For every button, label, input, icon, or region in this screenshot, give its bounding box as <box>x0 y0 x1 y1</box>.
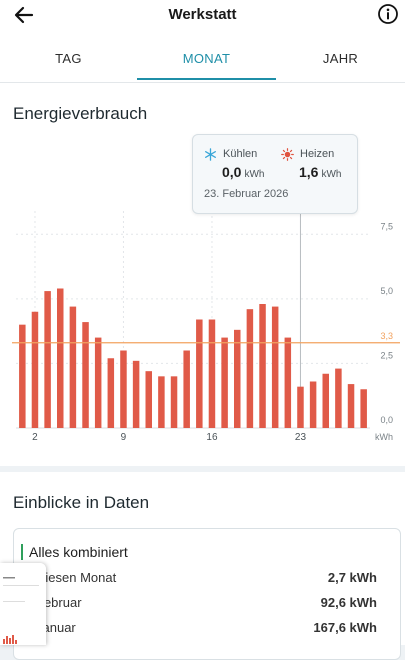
x-tick-label: 23 <box>295 432 307 443</box>
chart-bar <box>322 373 329 428</box>
chart-bar <box>183 350 190 428</box>
row-value-february: 92,6 kWh <box>320 595 377 610</box>
app-bar: Werkstatt <box>0 0 405 30</box>
chart-tooltip: Kühlen Heizen 0,0 kWh 1,6 kWh 23. Februar … <box>192 134 358 214</box>
chart-bar <box>271 306 279 428</box>
chart-bar <box>158 376 165 428</box>
chart-bar <box>94 337 102 428</box>
heating-value: 1,6 kWh <box>299 164 342 180</box>
y-axis-unit-label: kWh <box>375 432 393 442</box>
average-label: 3,3 <box>380 331 393 341</box>
chart-bar <box>82 322 89 428</box>
y-tick-label: 5,0 <box>380 286 393 296</box>
y-tick-label: 7,5 <box>380 221 393 231</box>
chart-bar <box>221 337 228 428</box>
screenshot-preview-thumbnail[interactable] <box>0 563 46 645</box>
chart-bar <box>246 309 254 428</box>
period-tabs: TAG MONAT JAHR <box>0 30 405 83</box>
heating-label: Heizen <box>300 148 335 160</box>
chart-bar <box>107 358 115 428</box>
thumbnail-image <box>0 563 46 645</box>
energy-title: Energieverbrauch <box>13 104 148 123</box>
chart-bar <box>69 306 77 428</box>
chart-bar <box>284 337 292 428</box>
y-tick-label: 2,5 <box>380 350 393 360</box>
x-tick-label: 16 <box>206 432 218 443</box>
combined-label: Alles kombiniert <box>21 544 128 560</box>
cooling-label: Kühlen <box>223 148 258 160</box>
x-tick-label: 2 <box>32 432 38 443</box>
row-value-this-month: 2,7 kWh <box>327 570 377 585</box>
combined-summary-card[interactable] <box>13 528 401 660</box>
chart-bar <box>360 389 367 428</box>
chart-bar <box>120 350 127 428</box>
tab-month[interactable]: MONAT <box>182 51 231 66</box>
tab-year[interactable]: JAHR <box>322 51 359 66</box>
row-label-february: Februar <box>36 595 82 610</box>
energy-chart[interactable]: 0,0 2,5 5,0 7,5 2 9 16 23 kWh 3,3 <box>0 0 405 466</box>
row-label-this-month: Diesen Monat <box>36 570 117 585</box>
tooltip-date: 23. Februar 2026 <box>204 188 289 200</box>
chart-bar <box>259 304 266 428</box>
chart-bar <box>234 329 241 428</box>
tab-day[interactable]: TAG <box>55 51 82 66</box>
sun-icon <box>281 148 294 161</box>
snowflake-icon <box>205 148 216 161</box>
chart-bar <box>297 386 304 428</box>
insights-card: Einblicke in Daten Alles kombiniert Dies… <box>0 472 405 660</box>
chart-bar <box>309 381 317 428</box>
active-tab-indicator <box>137 78 276 80</box>
chart-bar <box>335 368 342 428</box>
x-tick-label: 9 <box>121 432 127 443</box>
chart-bar <box>196 319 203 428</box>
row-value-january: 167,6 kWh <box>313 620 377 635</box>
y-tick-label: 0,0 <box>380 415 393 425</box>
page-title: Werkstatt <box>168 6 237 23</box>
chart-bar <box>132 360 140 428</box>
chart-bar <box>19 324 26 428</box>
insights-title: Einblicke in Daten <box>13 493 150 512</box>
chart-bar <box>208 319 216 428</box>
arrow-left-icon[interactable] <box>12 3 36 27</box>
chart-bar <box>347 384 355 428</box>
chart-bar <box>31 311 39 428</box>
info-icon[interactable] <box>377 3 399 25</box>
chart-bar <box>170 376 178 428</box>
chart-bar <box>44 291 51 428</box>
chart-bar <box>145 371 152 428</box>
chart-bar <box>57 288 64 428</box>
cooling-value: 0,0 kWh <box>222 164 265 180</box>
